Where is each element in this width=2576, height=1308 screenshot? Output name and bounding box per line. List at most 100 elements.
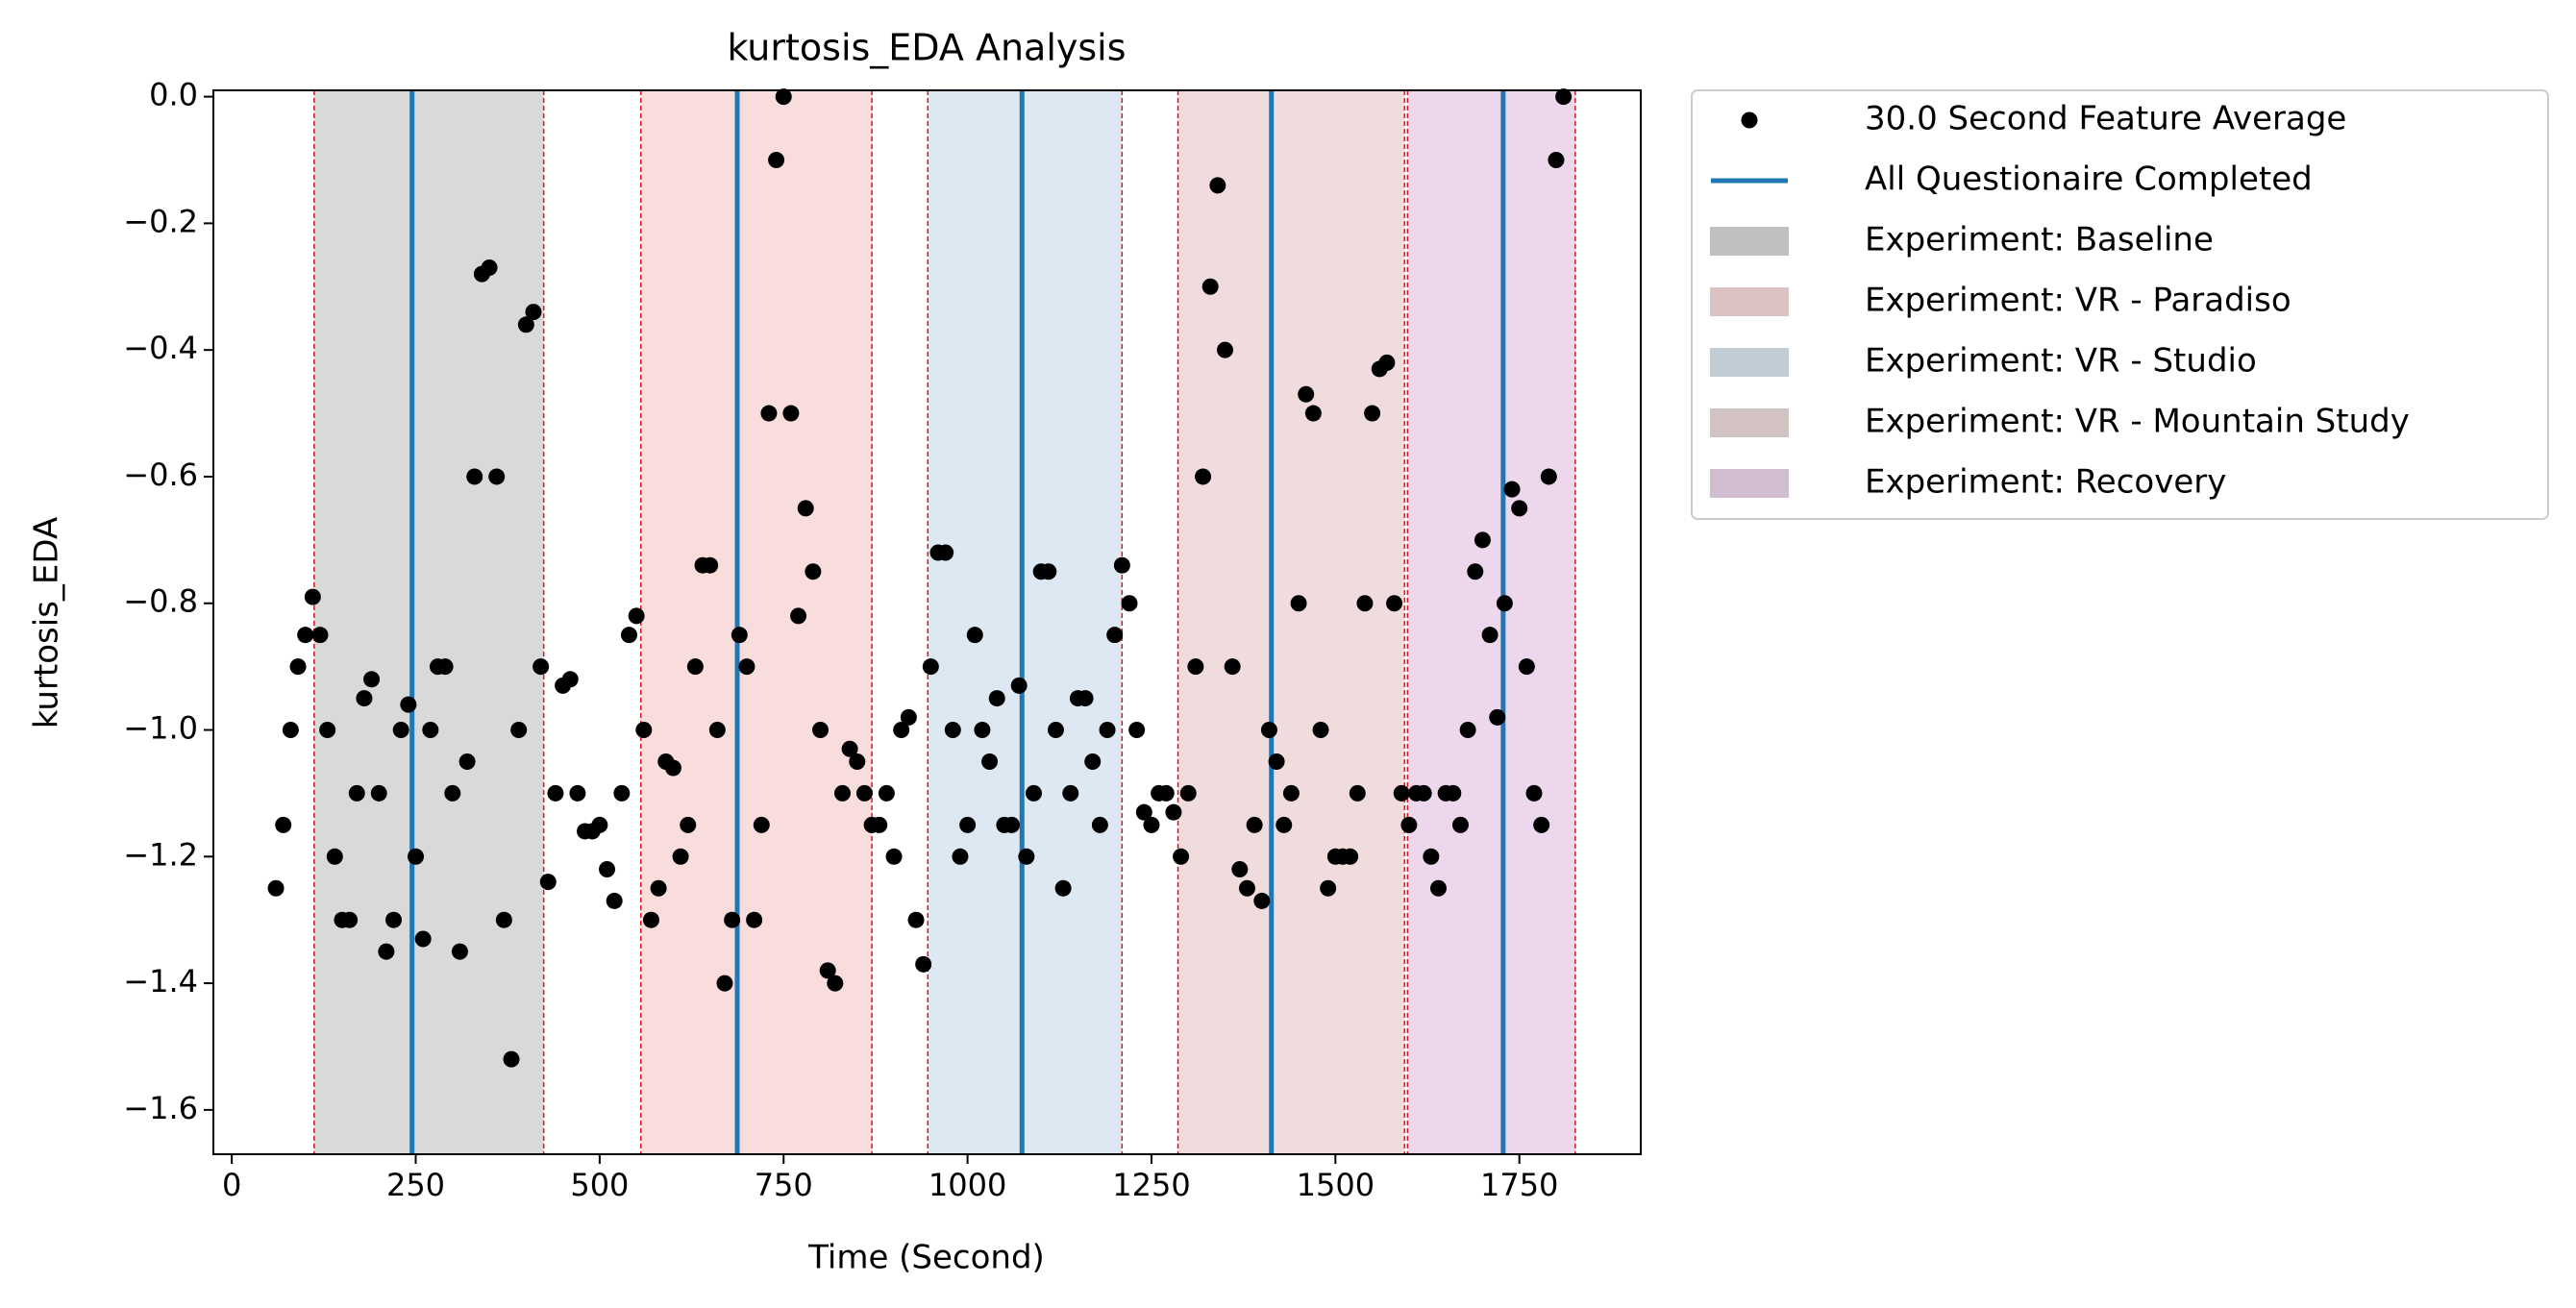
data-point xyxy=(539,874,557,891)
data-point xyxy=(569,784,586,802)
data-point xyxy=(289,658,307,676)
data-point xyxy=(370,784,387,802)
x-tick-label: 500 xyxy=(570,1167,629,1203)
data-point xyxy=(1548,151,1565,168)
data-point xyxy=(1173,848,1190,865)
data-point xyxy=(414,930,432,948)
legend-text: 30.0 Second Feature Average xyxy=(1865,100,2346,138)
data-point xyxy=(1179,784,1197,802)
data-point xyxy=(672,848,689,865)
data-point xyxy=(1312,722,1329,739)
data-point xyxy=(966,627,983,644)
data-point xyxy=(900,708,917,726)
data-point xyxy=(488,468,506,485)
data-point xyxy=(1246,816,1263,833)
data-point xyxy=(1201,278,1219,295)
legend-patch xyxy=(1710,408,1789,437)
legend-text: Experiment: VR - Paradiso xyxy=(1865,282,2291,320)
data-point xyxy=(319,722,336,739)
data-point xyxy=(716,975,733,992)
data-point xyxy=(525,304,542,321)
data-point xyxy=(878,784,895,802)
data-point xyxy=(1415,784,1432,802)
data-point xyxy=(1135,803,1152,821)
data-point xyxy=(1077,690,1094,707)
data-point xyxy=(1217,341,1234,358)
data-point xyxy=(768,151,785,168)
data-point xyxy=(746,911,763,928)
data-point xyxy=(1290,595,1307,612)
data-point xyxy=(1386,595,1403,612)
y-tick-label: −1.0 xyxy=(123,710,198,747)
data-point xyxy=(1496,595,1513,612)
data-point xyxy=(517,316,534,333)
y-tick-label: −1.4 xyxy=(123,963,198,1000)
data-point xyxy=(304,588,321,605)
data-point xyxy=(1106,627,1124,644)
data-point xyxy=(988,690,1005,707)
data-point xyxy=(1364,405,1381,422)
legend-text: Experiment: VR - Studio xyxy=(1865,342,2257,381)
data-point xyxy=(1342,848,1359,865)
data-point xyxy=(341,911,359,928)
data-point xyxy=(1393,784,1410,802)
data-point xyxy=(974,722,991,739)
data-point xyxy=(1253,892,1271,909)
data-point xyxy=(451,943,468,960)
data-point xyxy=(628,607,645,625)
y-tick-label: −0.4 xyxy=(123,330,198,366)
data-point xyxy=(952,848,969,865)
data-point xyxy=(599,860,616,877)
chart-title: kurtosis_EDA Analysis xyxy=(727,27,1126,69)
data-point xyxy=(833,784,851,802)
legend-patch xyxy=(1710,469,1789,498)
y-axis-label: kurtosis_EDA xyxy=(28,517,66,729)
data-point xyxy=(1445,784,1462,802)
data-point xyxy=(915,955,932,973)
data-point xyxy=(297,627,314,644)
data-point xyxy=(1268,753,1285,770)
data-point xyxy=(1489,708,1506,726)
data-point xyxy=(356,690,373,707)
x-tick-label: 0 xyxy=(222,1167,241,1203)
data-point xyxy=(1320,879,1337,897)
data-point xyxy=(1113,556,1130,574)
data-point xyxy=(1423,848,1440,865)
data-point xyxy=(503,1050,520,1068)
data-point xyxy=(731,627,748,644)
data-point xyxy=(775,88,792,106)
legend-text: Experiment: Recovery xyxy=(1865,463,2226,502)
x-tick-label: 250 xyxy=(386,1167,445,1203)
data-point xyxy=(311,627,329,644)
data-point xyxy=(1099,722,1116,739)
x-tick-label: 1500 xyxy=(1297,1167,1375,1203)
plot-frame xyxy=(212,89,1642,1155)
x-axis-label: Time (Second) xyxy=(807,1239,1045,1277)
data-point xyxy=(408,848,425,865)
data-point xyxy=(650,879,667,897)
data-point xyxy=(907,911,925,928)
data-point xyxy=(1356,595,1374,612)
data-point xyxy=(1054,879,1072,897)
data-point xyxy=(620,627,637,644)
data-point xyxy=(1511,500,1528,517)
data-point xyxy=(664,759,681,777)
data-point xyxy=(444,784,461,802)
data-point xyxy=(1533,816,1550,833)
legend-marker xyxy=(1741,111,1758,129)
data-point xyxy=(363,671,381,688)
data-point xyxy=(1040,563,1057,580)
data-point xyxy=(686,658,704,676)
data-point xyxy=(1238,879,1255,897)
data-point xyxy=(1474,531,1491,549)
data-point xyxy=(1481,627,1499,644)
data-point xyxy=(849,753,866,770)
data-point xyxy=(1010,677,1028,694)
span xyxy=(1407,90,1575,1154)
data-point xyxy=(1047,722,1064,739)
data-point xyxy=(275,816,292,833)
data-point xyxy=(753,816,770,833)
data-point xyxy=(385,911,403,928)
data-point xyxy=(805,563,822,580)
